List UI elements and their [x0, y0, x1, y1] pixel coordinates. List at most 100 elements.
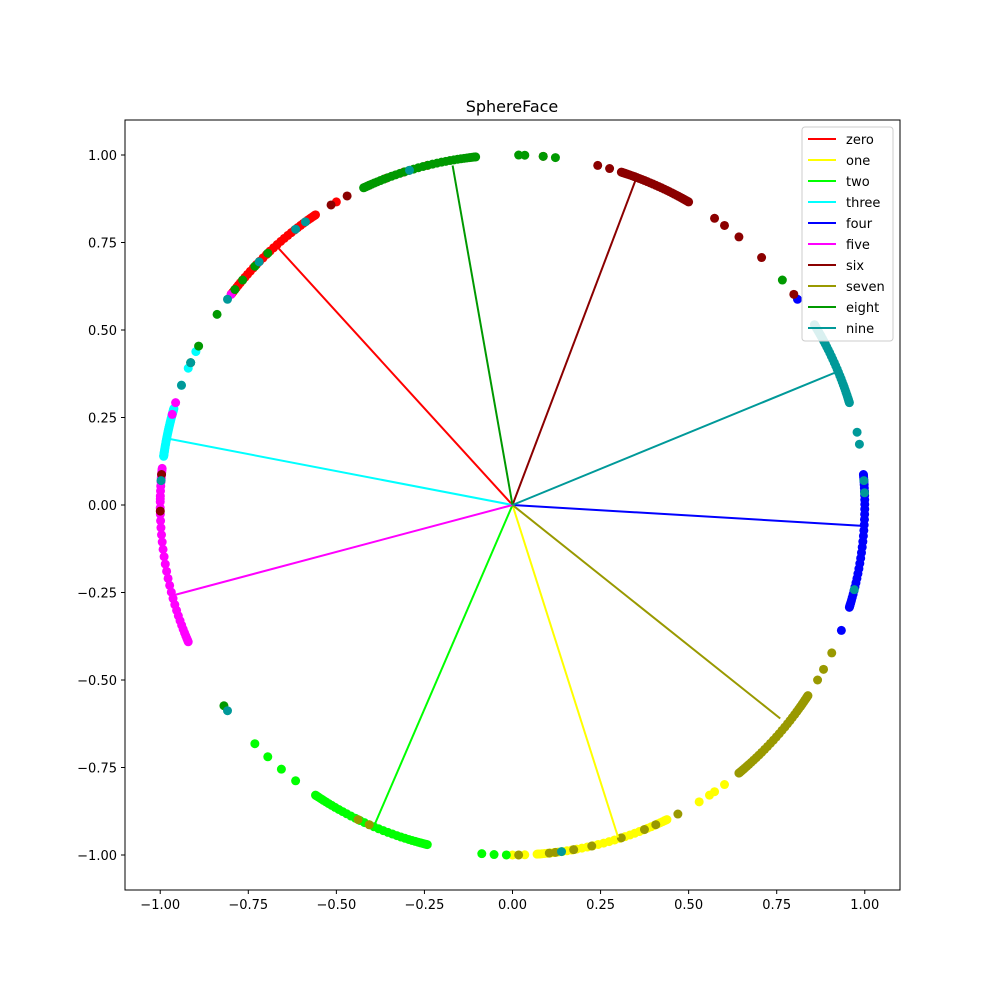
- data-point-nine: [405, 165, 415, 175]
- data-point-five: [158, 544, 168, 554]
- data-point-two: [477, 849, 487, 859]
- x-tick-label: 0.50: [674, 898, 703, 913]
- data-point-seven: [364, 820, 374, 830]
- y-tick-label: 0.75: [88, 237, 117, 252]
- x-tick-label: −0.25: [405, 898, 445, 913]
- data-point-five: [156, 523, 166, 533]
- data-point-nine: [300, 217, 310, 227]
- center-ray-zero: [275, 245, 514, 506]
- legend: zero one two three four five six seven eight nine: [801, 126, 894, 342]
- data-point-nine: [254, 257, 264, 267]
- data-point-six: [789, 289, 799, 299]
- data-point-seven: [639, 825, 649, 835]
- legend-label-one: one: [846, 154, 870, 169]
- data-point-nine: [156, 476, 166, 486]
- data-point-one: [662, 815, 672, 825]
- data-point-two: [501, 850, 511, 860]
- data-point-five: [159, 552, 169, 562]
- data-point-five: [171, 398, 181, 408]
- data-point-seven: [569, 845, 579, 855]
- data-point-two: [291, 776, 301, 786]
- y-tick-label: −0.25: [77, 587, 117, 602]
- data-point-six: [342, 191, 352, 201]
- data-point-seven: [651, 820, 661, 830]
- data-point-seven: [353, 815, 363, 825]
- data-point-nine: [291, 224, 301, 234]
- x-tick-label: 0.75: [762, 898, 791, 913]
- data-point-six: [326, 200, 336, 210]
- data-point-five: [167, 409, 177, 419]
- center-ray-eight: [451, 165, 514, 506]
- x-tick-label: 1.00: [850, 898, 879, 913]
- data-point-seven: [544, 848, 554, 858]
- center-ray-four: [512, 504, 865, 527]
- data-point-eight: [359, 183, 369, 193]
- x-tick-label: −0.50: [316, 898, 356, 913]
- center-ray-nine: [512, 371, 837, 506]
- class-center-rays: [167, 165, 865, 838]
- data-point-seven: [587, 841, 597, 851]
- data-point-eight: [230, 285, 240, 295]
- data-point-five: [165, 580, 175, 590]
- data-point-six: [593, 160, 603, 170]
- data-point-six: [710, 213, 720, 223]
- legend-label-five: five: [846, 238, 870, 253]
- data-point-nine: [176, 380, 186, 390]
- center-ray-two: [374, 504, 514, 824]
- data-point-five: [162, 566, 172, 576]
- data-point-nine: [223, 294, 233, 304]
- scatter-points: [155, 150, 870, 860]
- data-point-one: [720, 780, 730, 790]
- data-point-five: [157, 530, 167, 540]
- center-ray-seven: [511, 504, 781, 720]
- data-point-eight: [263, 248, 273, 258]
- data-point-four: [836, 625, 846, 635]
- legend-label-three: three: [846, 196, 880, 211]
- y-tick-label: −0.75: [77, 762, 117, 777]
- data-point-nine: [852, 427, 862, 437]
- y-tick-label: 0.50: [88, 324, 117, 339]
- data-point-five: [163, 573, 173, 583]
- center-ray-three: [167, 437, 513, 506]
- data-point-eight: [238, 275, 248, 285]
- x-tick-label: −1.00: [140, 898, 180, 913]
- data-point-eight: [538, 151, 548, 161]
- data-point-nine: [854, 439, 864, 449]
- data-point-two: [263, 752, 273, 762]
- data-point-eight: [514, 150, 524, 160]
- data-point-one: [694, 797, 704, 807]
- y-tick-label: 0.00: [88, 499, 117, 514]
- center-ray-six: [511, 179, 637, 506]
- data-point-five: [157, 537, 167, 547]
- center-ray-one: [511, 504, 620, 838]
- y-tick-label: −1.00: [77, 849, 117, 864]
- legend-label-six: six: [846, 259, 864, 274]
- data-point-seven: [514, 850, 524, 860]
- data-point-six: [155, 506, 165, 516]
- data-point-eight: [550, 153, 560, 163]
- x-tick-label: 0.00: [498, 898, 527, 913]
- data-point-nine: [849, 585, 859, 595]
- data-point-seven: [673, 809, 683, 819]
- x-tick-label: −0.75: [228, 898, 268, 913]
- data-point-five: [160, 559, 170, 569]
- data-point-five: [155, 494, 165, 504]
- data-point-nine: [859, 476, 869, 486]
- legend-label-zero: zero: [846, 133, 874, 148]
- data-point-eight: [777, 275, 787, 285]
- data-point-six: [616, 167, 626, 177]
- data-point-nine: [557, 847, 567, 857]
- x-tick-label: 0.25: [586, 898, 615, 913]
- data-point-seven: [813, 675, 823, 685]
- legend-label-four: four: [846, 217, 873, 232]
- data-point-two: [422, 840, 432, 850]
- data-point-seven: [616, 833, 626, 843]
- data-point-seven: [803, 691, 813, 701]
- y-axis: −1.00 −0.75 −0.50 −0.25 0.00 0.25 0.50 0.75 1.00: [77, 149, 125, 864]
- data-point-two: [250, 739, 260, 749]
- chart-title: SphereFace: [466, 97, 559, 116]
- y-tick-label: −0.50: [77, 674, 117, 689]
- x-axis: −1.00 −0.75 −0.50 −0.25 0.00 0.25 0.50 0.75 1.00: [140, 890, 879, 913]
- data-point-three: [159, 451, 169, 461]
